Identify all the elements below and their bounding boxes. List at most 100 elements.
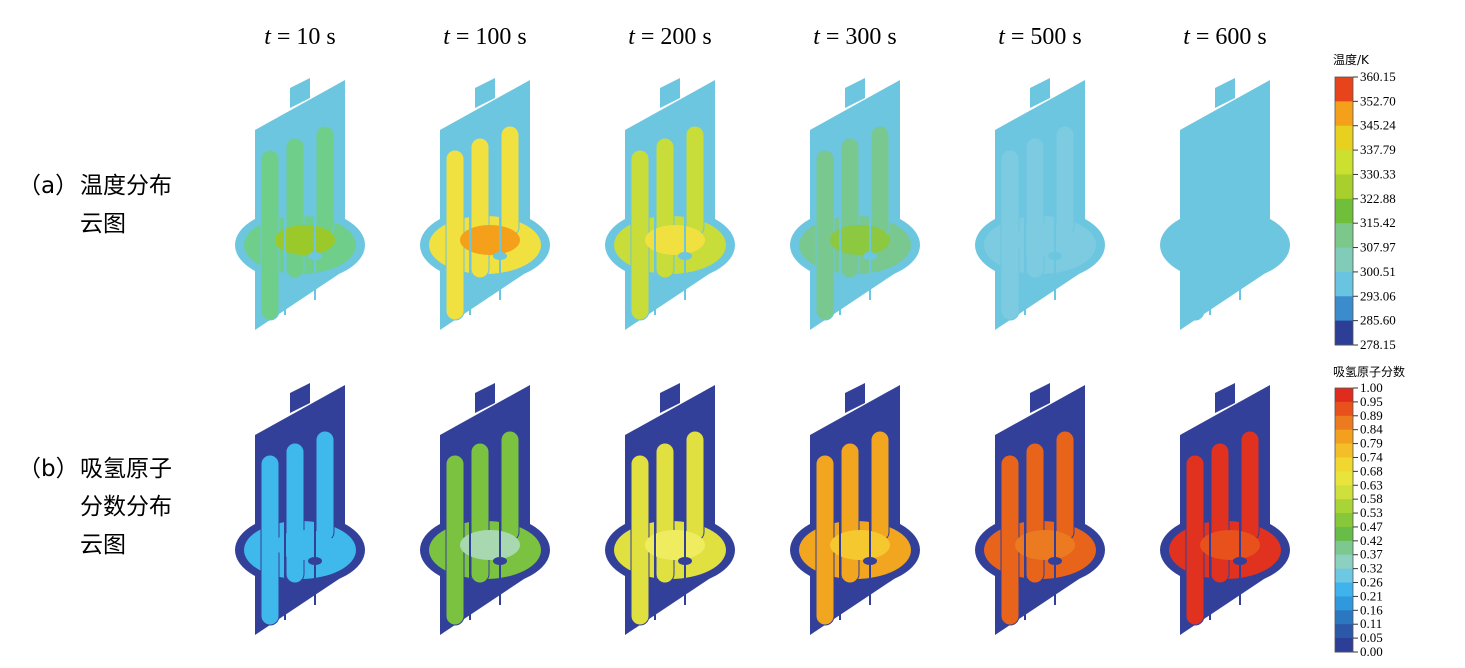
colorbar-label: 0.95 [1360,394,1383,409]
colorbar-label: 278.15 [1360,337,1396,352]
finger [840,442,860,584]
row-text: 吸氢原子 [80,456,172,482]
hot-core [275,530,335,560]
finger [685,430,705,542]
colorbar-label: 0.79 [1360,436,1383,451]
colorbar-label: 0.63 [1360,477,1383,492]
hot-core [1200,225,1260,255]
finger [630,149,650,321]
finger [285,137,305,279]
colorbar-label: 330.33 [1360,166,1396,181]
time-symbol: t [628,24,636,50]
finger [1240,125,1260,237]
time-value: = 10 s [277,24,336,50]
colorbar-label: 0.05 [1360,630,1383,645]
tab [290,78,310,108]
colorbar-label: 0.74 [1360,449,1383,464]
finger [870,125,890,237]
contour-panel [1160,383,1290,635]
colorbar-label: 0.11 [1360,616,1382,631]
column-header: t = 200 s [628,24,712,50]
colorbar-label: 1.00 [1360,380,1383,395]
column-header: t = 100 s [443,24,527,50]
finger [260,454,280,626]
colorbar-band [1335,513,1353,528]
tab [1215,383,1235,413]
tab [1215,78,1235,108]
time-value: = 600 s [1196,24,1267,50]
finger [1025,137,1045,279]
time-value: = 100 s [456,24,527,50]
colorbar-label: 0.42 [1360,533,1383,548]
colorbar-band [1335,77,1353,102]
colorbar-band [1335,125,1353,151]
contour-panel [790,383,920,635]
time-value: = 500 s [1011,24,1082,50]
finger [1000,454,1020,626]
finger [445,454,465,626]
colorbar-band [1335,471,1353,486]
colorbar-band [1335,540,1353,556]
colorbar-label: 293.06 [1360,288,1396,303]
colorbar-label: 0.68 [1360,463,1383,478]
colorbar-label: 285.60 [1360,313,1396,328]
row-text: 温度分布 [80,173,172,199]
finger [1210,137,1230,279]
colorbar-label: 0.32 [1360,561,1383,576]
finger [470,137,490,279]
colorbar-label: 307.97 [1360,240,1396,255]
colorbar-band [1335,568,1353,584]
finger [1185,454,1205,626]
row-label: （a） [18,173,78,199]
hot-core [460,530,520,560]
contour-panel [420,383,550,635]
colorbar-label: 0.21 [1360,588,1383,603]
finger [1055,125,1075,237]
finger [1055,430,1075,542]
row-label: （b） [18,456,79,482]
colorbar-label: 337.79 [1360,142,1396,157]
finger [1210,442,1230,584]
colorbar-label: 300.51 [1360,264,1396,279]
colorbar-band [1335,638,1353,653]
contour-panel [975,78,1105,330]
colorbar-band [1335,526,1353,542]
time-symbol: t [813,24,821,50]
finger [685,125,705,237]
contour-panel [790,78,920,330]
colorbar-band [1335,624,1353,639]
colorbar-band [1335,296,1353,322]
colorbar-label: 0.53 [1360,505,1383,520]
colorbar-label: 0.26 [1360,575,1383,590]
finger [655,137,675,279]
tab [475,78,495,108]
time-symbol: t [443,24,451,50]
colorbar-band [1335,582,1353,597]
hot-core [460,225,520,255]
colorbar-label: 0.16 [1360,602,1383,617]
colorbar-band [1335,101,1353,127]
colorbar-band [1335,247,1353,273]
tab [845,78,865,108]
finger [840,137,860,279]
colorbar-title: 温度/K [1333,52,1370,67]
colorbar-band [1335,499,1353,514]
row-text: 云图 [80,532,126,558]
colorbar-frame [1334,76,1354,346]
hot-core [830,530,890,560]
colorbar-label: 0.37 [1360,547,1383,562]
tab [845,383,865,413]
finger [1185,149,1205,321]
hot-core [1015,530,1075,560]
finger [315,125,335,237]
hot-core [1015,225,1075,255]
hot-core [645,530,705,560]
colorbar-label: 322.88 [1360,191,1396,206]
colorbar-band [1335,150,1353,175]
row-text: 云图 [80,211,126,237]
time-symbol: t [998,24,1006,50]
column-header: t = 300 s [813,24,897,50]
colorbar-band [1335,271,1353,297]
colorbar-label: 352.70 [1360,93,1396,108]
